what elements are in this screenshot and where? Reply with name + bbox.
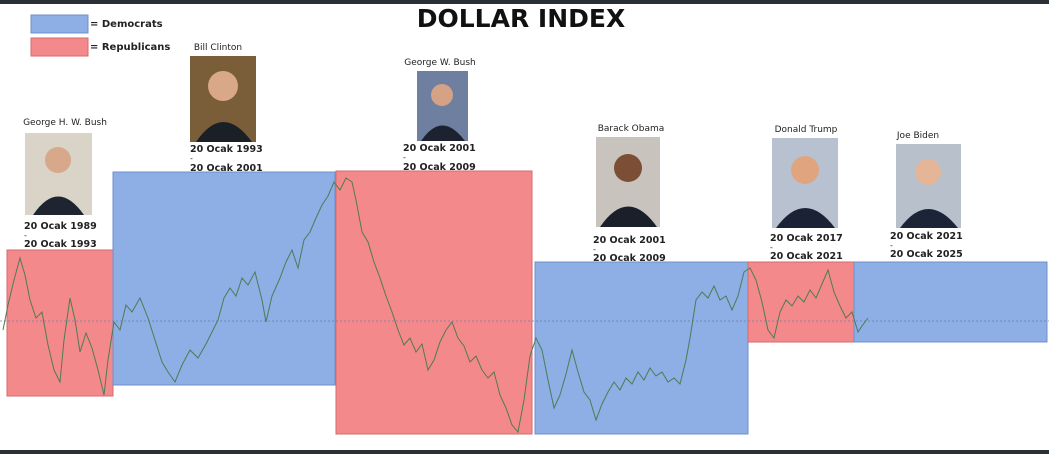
term-box: [6, 249, 114, 397]
legend-label: = Republicans: [90, 42, 170, 53]
term-end: 20 Ocak 1993: [24, 239, 97, 250]
bottom-bar: [0, 450, 1049, 454]
portrait: [25, 56, 961, 228]
term-box: [853, 261, 1048, 343]
president-name: Bill Clinton: [194, 43, 242, 53]
term-end: 20 Ocak 2001: [190, 163, 263, 174]
term-start: 20 Ocak 2017: [770, 233, 843, 244]
legend-swatch-republicans: [30, 37, 89, 57]
term-start: 20 Ocak 2021: [890, 231, 963, 242]
president-name: George H. W. Bush: [23, 118, 107, 128]
legend-label: = Democrats: [90, 19, 163, 30]
top-bar: [0, 0, 1049, 4]
separator: -: [24, 231, 27, 240]
president-name: Joe Biden: [896, 131, 939, 141]
legend-swatch-democrats: [30, 14, 89, 34]
separator: -: [593, 245, 596, 254]
separator: -: [190, 154, 193, 163]
separator: -: [890, 241, 893, 250]
term-start: 20 Ocak 2001: [593, 235, 666, 246]
president-name: Donald Trump: [775, 125, 838, 135]
separator: -: [770, 243, 773, 252]
term-end: 20 Ocak 2021: [770, 251, 843, 262]
term-end: 20 Ocak 2025: [890, 249, 963, 260]
term-box: [747, 261, 855, 343]
term-end: 20 Ocak 2009: [593, 253, 666, 264]
term-start: 20 Ocak 1989: [24, 221, 97, 232]
term-box: [534, 261, 749, 435]
separator: -: [403, 153, 406, 162]
term-start: 20 Ocak 1993: [190, 144, 263, 155]
term-box: [335, 170, 533, 435]
price-line: [2, 177, 869, 434]
president-name: Barack Obama: [598, 124, 665, 134]
term-end: 20 Ocak 2009: [403, 162, 476, 173]
term-box: [112, 171, 336, 386]
title: DOLLAR INDEX: [417, 4, 626, 33]
president-name: George W. Bush: [404, 58, 476, 68]
term-start: 20 Ocak 2001: [403, 143, 476, 154]
